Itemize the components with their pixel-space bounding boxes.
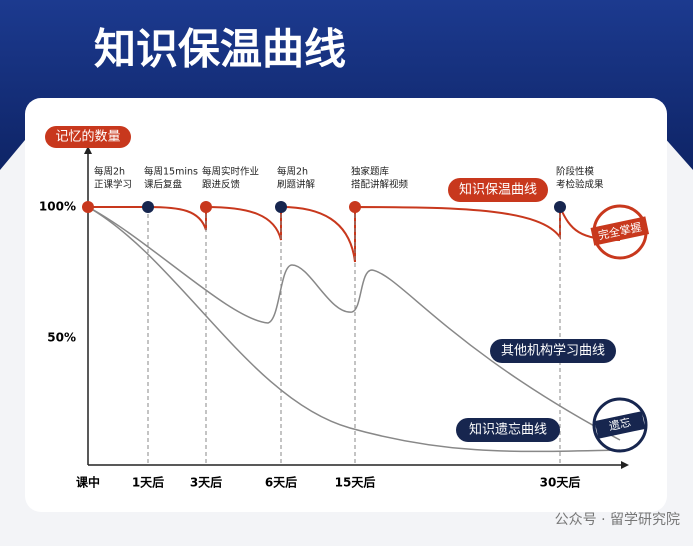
note: 阶段性模 — [556, 166, 595, 178]
note: 跟进反馈 — [202, 179, 241, 191]
x-label: 课中 — [76, 475, 100, 490]
x-label: 3天后 — [190, 475, 222, 490]
pill — [490, 339, 616, 363]
note: 课后复盘 — [144, 179, 183, 191]
note: 搭配讲解视频 — [351, 179, 409, 191]
y-axis-title: 记忆的数量 — [55, 129, 120, 145]
x-label: 1天后 — [132, 475, 164, 490]
note: 刷题讲解 — [277, 179, 316, 191]
note: 独家题库 — [351, 166, 390, 178]
node — [200, 201, 212, 213]
guides — [147, 207, 561, 465]
forgetting-curve — [87, 206, 621, 453]
x-label: 6天后 — [265, 475, 297, 490]
y-label: 100% — [39, 200, 76, 214]
note: 正课学习 — [94, 179, 132, 191]
pill — [448, 178, 548, 202]
stamp — [592, 397, 648, 453]
card — [25, 98, 667, 512]
other-curve — [87, 206, 621, 441]
curve-label: 其他机构学习曲线 — [501, 343, 605, 359]
node — [554, 201, 566, 213]
node — [142, 201, 154, 213]
note: 考检验成果 — [556, 179, 604, 191]
curve-label: 知识遗忘曲线 — [469, 422, 547, 438]
note: 每周15mins — [144, 166, 198, 178]
stamp-band — [590, 216, 650, 246]
pill — [456, 418, 560, 442]
note: 每周2h — [94, 166, 125, 178]
watermark: 公众号 · 留学研究院 — [555, 512, 680, 528]
stamp-band — [594, 411, 646, 439]
node — [349, 201, 361, 213]
stamp-text: 遗忘 — [608, 415, 632, 433]
y-label: 50% — [47, 331, 76, 345]
node — [82, 201, 94, 213]
curve-label: 知识保温曲线 — [459, 182, 537, 198]
node — [275, 201, 287, 213]
x-label: 30天后 — [540, 475, 581, 490]
header-band — [0, 0, 693, 170]
y-title-pill — [45, 126, 131, 148]
note: 每周2h — [277, 166, 308, 178]
title: 知识保温曲线 — [94, 25, 346, 74]
note: 每周实时作业 — [202, 166, 259, 178]
x-label: 15天后 — [335, 475, 376, 490]
